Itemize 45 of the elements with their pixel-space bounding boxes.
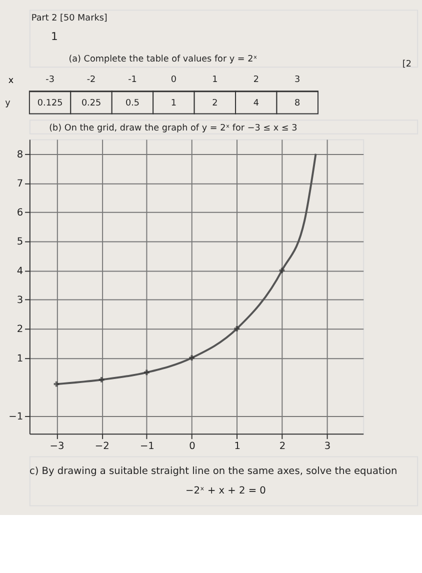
point <box>279 268 285 274</box>
point <box>189 355 194 361</box>
x-tick-label: 3 <box>294 74 300 85</box>
y-tick-label: 2 <box>16 324 24 336</box>
data-label: 0.5 <box>125 98 140 108</box>
x-tick-label: 1 <box>212 74 218 85</box>
x-tick-label: −3 <box>50 440 64 452</box>
y-tick-label: 4 <box>16 266 24 277</box>
data-label: 8 <box>294 98 301 108</box>
chart-subtitle: (a) Complete the table of values for y = 2ˣ <box>68 54 258 65</box>
chart-title: Part 2 [50 Marks] <box>31 13 108 24</box>
x-tick-label: -3 <box>46 74 54 85</box>
data-label: 1 <box>170 98 177 108</box>
x-tick-label: -2 <box>86 74 96 85</box>
data-label: 0.125 <box>37 98 63 108</box>
y-tick-label: 1 <box>16 353 24 364</box>
x-tick-label: −1 <box>140 440 154 452</box>
text: [2 <box>402 60 412 70</box>
point <box>144 370 150 376</box>
y-tick-label: 8 <box>16 149 24 160</box>
text: 1 <box>51 30 58 44</box>
y-tick-label: 6 <box>16 208 24 219</box>
x-tick-label: 1 <box>234 440 240 452</box>
x-tick-label: 2 <box>279 440 286 452</box>
y-tick-label: 7 <box>16 178 24 190</box>
x-tick-label: 2 <box>253 74 259 85</box>
point <box>234 326 240 332</box>
x-tick-label: 0 <box>170 74 177 85</box>
y-tick-label: 3 <box>16 295 24 306</box>
data-label: 4 <box>253 98 260 108</box>
data-label: 0.25 <box>81 98 102 108</box>
y-tick-label: −1 <box>8 412 24 423</box>
data-label: 2 <box>212 98 218 108</box>
x-tick-label: 3 <box>324 440 331 452</box>
x-tick-label: −2 <box>94 440 110 452</box>
text: −2ˣ + x + 2 = 0 <box>186 486 266 497</box>
x-tick-label: -1 <box>128 74 137 85</box>
annotation: (b) On the grid, draw the graph of y = 2ˣ for −3 ≤ x ≤ 3 <box>49 123 298 134</box>
text: c) By drawing a suitable straight line on the same axes, solve the equation <box>29 466 398 477</box>
y-tick-label: 5 <box>16 236 24 248</box>
x-tick-label: 0 <box>189 440 196 452</box>
point <box>98 377 104 382</box>
y-tick-label: y <box>5 98 10 108</box>
x-axis-title: x <box>8 76 14 86</box>
point <box>54 381 60 387</box>
